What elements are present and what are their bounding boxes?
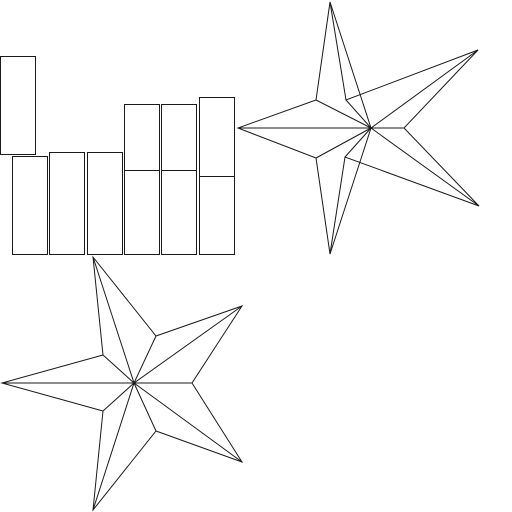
star-upper-right-facets bbox=[238, 1, 480, 255]
block-tall-left bbox=[0, 56, 36, 155]
block-5 bbox=[161, 104, 197, 255]
star-upper-right bbox=[236, 1, 480, 255]
star-lower-left-facets bbox=[2, 256, 243, 511]
block-2 bbox=[49, 152, 85, 255]
block-4-outline bbox=[124, 104, 160, 255]
block-3 bbox=[87, 152, 123, 255]
block-6 bbox=[199, 97, 235, 255]
star-lower-left bbox=[0, 255, 244, 512]
block-5-outline bbox=[161, 104, 197, 255]
block-1 bbox=[12, 156, 48, 255]
block-4 bbox=[124, 104, 160, 255]
rectangle-blocks bbox=[0, 56, 235, 255]
